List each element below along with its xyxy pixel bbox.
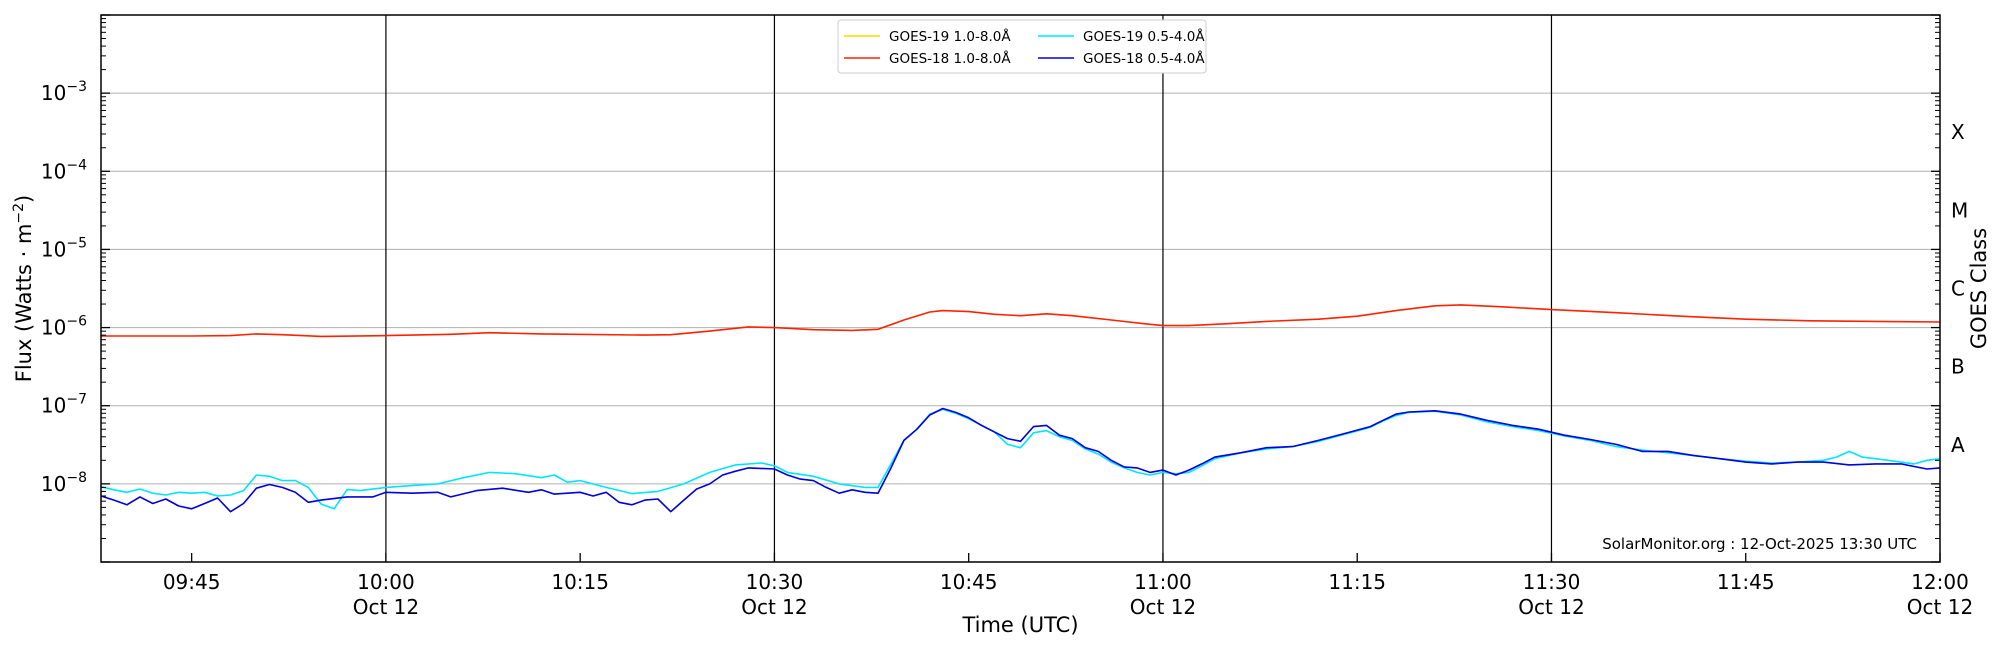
y-tick-label: 10−8 (41, 470, 87, 496)
legend-box (837, 19, 1207, 74)
goes-class-label-x: X (1951, 120, 1965, 144)
goes-class-axis: A B C M X (1951, 120, 1968, 457)
series-lines (100, 304, 1941, 513)
x-tick-label: 12:00 (1911, 570, 1969, 594)
series-line-2 (101, 304, 1941, 338)
x-tick-date-label: Oct 12 (1907, 595, 1973, 619)
goes-class-label-a: A (1951, 433, 1965, 457)
y-axis-title: Flux (Watts · m−2) (11, 195, 36, 383)
x-tick-date-label: Oct 12 (741, 595, 807, 619)
y-axis: 10−8 10−7 10−6 10−5 10−4 10−3 (41, 14, 1940, 563)
y-tick-label: 10−3 (41, 79, 87, 105)
series-line-1 (100, 408, 1941, 510)
x-tick-date-label: Oct 12 (1518, 595, 1584, 619)
y-tick-label: 10−7 (41, 392, 87, 418)
x-tick-label: 11:15 (1328, 570, 1386, 594)
day-divider-lines (385, 15, 1553, 562)
legend-label-2: GOES-18 1.0-8.0Å (889, 50, 1011, 67)
x-tick-label: 11:00 (1134, 570, 1192, 594)
x-tick-label: 11:45 (1717, 570, 1775, 594)
y-tick-label: 10−5 (41, 235, 87, 261)
x-tick-label: 10:15 (551, 570, 609, 594)
goes-class-axis-title: GOES Class (1967, 228, 1991, 349)
legend-label-1: GOES-19 0.5-4.0Å (1083, 28, 1205, 45)
goes-class-label-b: B (1951, 355, 1965, 379)
legend-label-0: GOES-19 1.0-8.0Å (889, 28, 1011, 45)
series-line-3 (100, 407, 1941, 513)
x-tick-label: 11:30 (1523, 570, 1581, 594)
plot-area-frame (100, 14, 1941, 563)
x-tick-label: 10:45 (940, 570, 998, 594)
y-tick-label: 10−4 (41, 157, 87, 183)
x-tick-date-label: Oct 12 (1130, 595, 1196, 619)
goes-class-label-c: C (1951, 277, 1965, 301)
legend: GOES-19 1.0-8.0Å GOES-19 0.5-4.0Å GOES-18 … (837, 19, 1207, 74)
legend-label-3: GOES-18 0.5-4.0Å (1083, 50, 1205, 67)
y-tick-label: 10−6 (41, 314, 87, 340)
x-tick-label: 10:00 (357, 570, 415, 594)
x-tick-date-label: Oct 12 (353, 595, 419, 619)
x-tick-label: 10:30 (746, 570, 804, 594)
goes-class-label-m: M (1951, 198, 1968, 222)
grid (101, 92, 1940, 485)
credit-text: SolarMonitor.org : 12-Oct-2025 13:30 UTC (1602, 535, 1917, 553)
x-axis-title: Time (UTC) (961, 613, 1078, 637)
x-tick-label: 09:45 (163, 570, 221, 594)
